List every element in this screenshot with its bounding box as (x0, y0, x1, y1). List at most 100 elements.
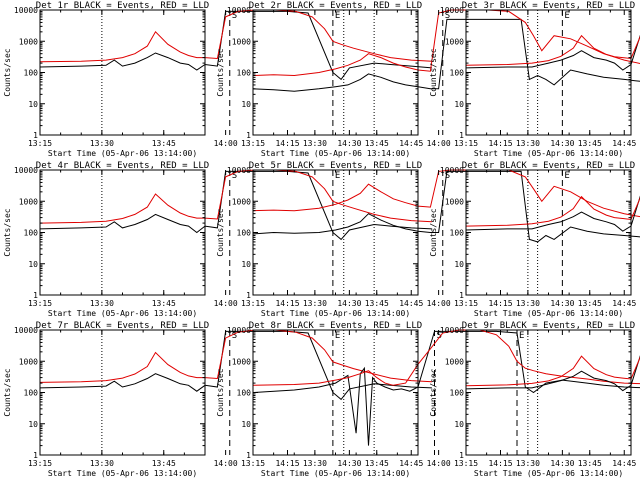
x-tick-label: 14:30 (550, 299, 574, 308)
x-tick-label: 14:30 (550, 459, 574, 468)
plot-frame (465, 329, 632, 456)
marker-label: S (232, 11, 237, 21)
y-axis-label: Counts/sec (429, 368, 438, 416)
marker-label: E (564, 171, 569, 181)
x-tick-label: 14:15 (275, 299, 299, 308)
y-tick-label: 100 (237, 389, 252, 398)
chart-title: Det 1r BLACK = Events, RED = LLD (36, 1, 209, 11)
x-tick-label: 14:00 (427, 299, 451, 308)
series-line-lld (252, 329, 640, 386)
y-tick-label: 10 (241, 260, 251, 269)
x-tick-label: 13:30 (90, 299, 114, 308)
y-tick-label: 10000 (440, 6, 464, 15)
plot-frame (465, 9, 632, 136)
x-tick-label: 13:15 (454, 459, 478, 468)
x-axis-label: Start Time (05-Apr-06 13:14:00) (48, 149, 197, 158)
y-axis-label: Counts/sec (3, 208, 12, 256)
x-tick-label: 14:45 (612, 459, 636, 468)
y-axis-label: Counts/sec (216, 368, 225, 416)
plot-frame (252, 9, 419, 136)
y-tick-label: 1 (33, 291, 38, 300)
x-tick-label: 14:45 (399, 459, 423, 468)
x-tick-label: 14:00 (214, 299, 238, 308)
chart-panel-5: Det 5r BLACK = Events, RED = LLD S E 1 10 100… (216, 161, 640, 318)
y-tick-label: 10 (241, 420, 251, 429)
y-axis-label: Counts/sec (429, 48, 438, 96)
y-tick-label: 1 (459, 131, 464, 140)
y-tick-label: 10 (28, 100, 38, 109)
series-line-events (252, 18, 640, 92)
y-tick-label: 10000 (227, 326, 251, 335)
y-tick-label: 1000 (445, 197, 464, 206)
chart-title: Det 8r BLACK = Events, RED = LLD (249, 321, 422, 331)
series-line-events (465, 195, 640, 232)
x-axis-label: Start Time (05-Apr-06 13:14:00) (474, 149, 623, 158)
chart-panel-7: Det 7r BLACK = Events, RED = LLD S E 1 10 100… (3, 321, 432, 478)
y-tick-label: 100 (237, 229, 252, 238)
marker-label: E (335, 11, 340, 21)
x-tick-label: 13:15 (241, 459, 265, 468)
y-tick-label: 100 (24, 389, 39, 398)
plot-frame (39, 9, 206, 136)
x-tick-label: 13:15 (28, 459, 52, 468)
chart-title: Det 5r BLACK = Events, RED = LLD (249, 161, 422, 171)
y-tick-label: 10 (28, 260, 38, 269)
x-axis-label: Start Time (05-Apr-06 13:14:00) (261, 149, 410, 158)
y-axis-label: Counts/sec (3, 48, 12, 96)
y-tick-label: 1 (459, 451, 464, 460)
marker-label: E (335, 171, 340, 181)
marker-label: E (335, 331, 340, 341)
x-tick-label: 14:30 (337, 299, 361, 308)
y-tick-label: 10000 (440, 326, 464, 335)
plot-frame (39, 169, 206, 296)
marker-label: S (445, 171, 450, 181)
series-line-events (465, 355, 640, 392)
y-tick-label: 10000 (14, 166, 38, 175)
y-tick-label: 1 (33, 131, 38, 140)
x-tick-label: 14:00 (214, 139, 238, 148)
x-tick-label: 13:30 (516, 459, 540, 468)
chart-panel-9: Det 9r BLACK = Events, RED = LLD S E 1 10 100… (429, 321, 640, 478)
series-line-events (252, 330, 640, 446)
series-line-events (252, 170, 640, 243)
x-tick-label: 14:00 (427, 139, 451, 148)
series-line-lld (39, 169, 432, 224)
y-tick-label: 10 (28, 420, 38, 429)
chart-panel-1: Det 1r BLACK = Events, RED = LLD S E 1 10 100… (3, 1, 432, 158)
x-tick-label: 13:45 (578, 139, 602, 148)
y-tick-label: 100 (237, 69, 252, 78)
plot-frame (465, 169, 632, 296)
series-line-lld (465, 34, 640, 66)
y-tick-label: 1 (246, 451, 251, 460)
y-tick-label: 1000 (19, 357, 38, 366)
y-tick-label: 10000 (14, 6, 38, 15)
plot-frame (252, 329, 419, 456)
y-tick-label: 10000 (440, 166, 464, 175)
y-tick-label: 10000 (227, 6, 251, 15)
series-line-lld (39, 9, 432, 63)
x-tick-label: 14:30 (337, 459, 361, 468)
y-axis-label: Counts/sec (216, 208, 225, 256)
chart-panel-2: Det 2r BLACK = Events, RED = LLD S E 1 10 100… (216, 1, 640, 158)
x-tick-label: 14:15 (275, 459, 299, 468)
x-tick-label: 14:00 (427, 459, 451, 468)
chart-title: Det 9r BLACK = Events, RED = LLD (462, 321, 635, 331)
chart-title: Det 7r BLACK = Events, RED = LLD (36, 321, 209, 331)
x-tick-label: 13:45 (152, 459, 176, 468)
chart-panel-8: Det 8r BLACK = Events, RED = LLD S E 1 10 100… (216, 321, 640, 478)
chart-panel-6: Det 6r BLACK = Events, RED = LLD S E 1 10 100… (429, 161, 640, 318)
y-tick-label: 1 (33, 451, 38, 460)
x-tick-label: 13:45 (578, 459, 602, 468)
x-tick-label: 13:30 (90, 139, 114, 148)
x-tick-label: 14:45 (399, 139, 423, 148)
y-tick-label: 10 (454, 100, 464, 109)
x-tick-label: 14:00 (214, 459, 238, 468)
x-axis-label: Start Time (05-Apr-06 13:14:00) (48, 309, 197, 318)
x-axis-label: Start Time (05-Apr-06 13:14:00) (261, 469, 410, 478)
y-tick-label: 1000 (232, 37, 251, 46)
x-tick-label: 13:15 (454, 139, 478, 148)
x-axis-label: Start Time (05-Apr-06 13:14:00) (474, 309, 623, 318)
x-tick-label: 14:45 (399, 299, 423, 308)
x-tick-label: 13:45 (365, 299, 389, 308)
